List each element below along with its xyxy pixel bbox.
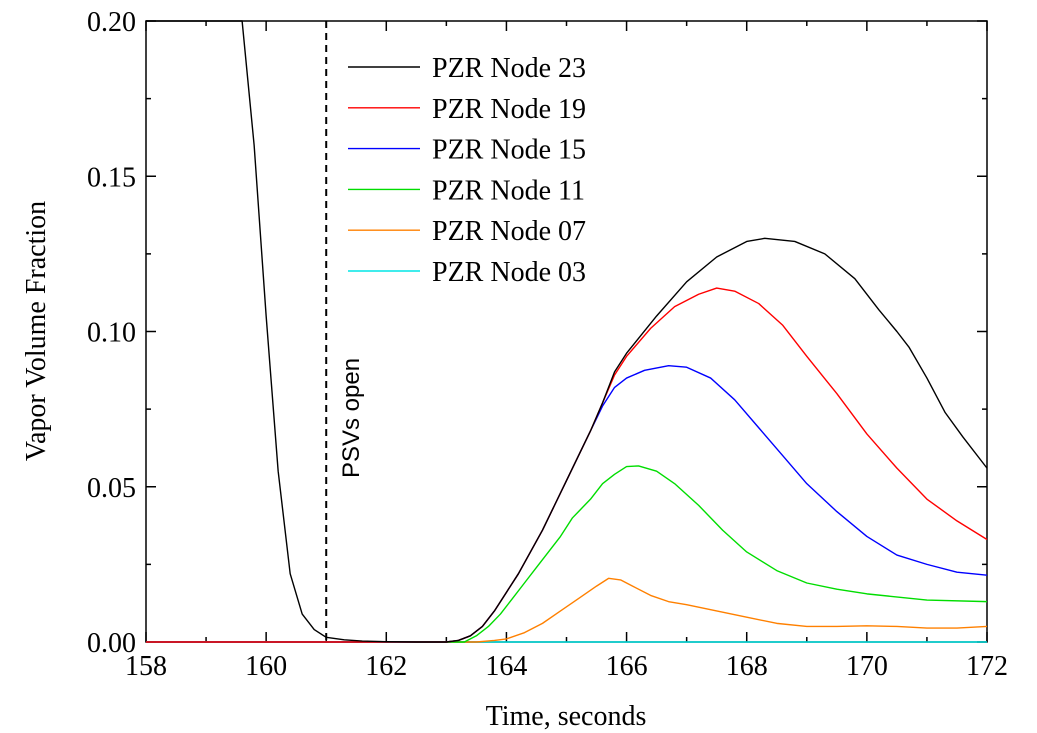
series-line-pzr-node-07: [146, 577, 988, 643]
legend-label: PZR Node 11: [432, 175, 585, 206]
x-tick-label: 162: [365, 651, 407, 682]
x-tick-label: 160: [245, 651, 287, 682]
series-line-pzr-node-19: [146, 287, 988, 643]
legend: PZR Node 23 PZR Node 19 PZR Node 15 PZR Nod…: [348, 53, 586, 288]
x-tick-label: 166: [606, 651, 648, 682]
x-tick-label: 172: [966, 651, 1008, 682]
x-tick-label: 168: [726, 651, 768, 682]
y-axis-label: Vapor Volume Fraction: [21, 201, 52, 461]
y-tick-label: 0.00: [87, 628, 136, 659]
x-tick-label: 158: [125, 651, 167, 682]
series-line-pzr-node-11: [146, 465, 988, 643]
x-tick-label: 164: [485, 651, 527, 682]
x-tick-label: 170: [846, 651, 888, 682]
legend-label: PZR Node 15: [432, 135, 586, 166]
series-line-pzr-node-15: [146, 364, 988, 643]
legend-label: PZR Node 07: [432, 216, 586, 247]
psv-open-label: PSVs open: [338, 358, 365, 478]
y-tick-label: 0.20: [87, 7, 136, 38]
series-line-pzr-node-23: [146, 20, 988, 643]
y-tick-label: 0.15: [87, 162, 136, 193]
plot-lines: [146, 20, 988, 643]
legend-label: PZR Node 19: [432, 94, 586, 125]
y-tick-label: 0.10: [87, 318, 136, 349]
axis-ticks: 158 160 162 164 166 168 170 172 0.00 0.05 0.10 0.15…: [87, 7, 1008, 682]
x-axis-label: Time, seconds: [486, 701, 647, 732]
y-tick-label: 0.05: [87, 473, 136, 504]
legend-label: PZR Node 03: [432, 257, 586, 288]
legend-label: PZR Node 23: [432, 53, 586, 84]
